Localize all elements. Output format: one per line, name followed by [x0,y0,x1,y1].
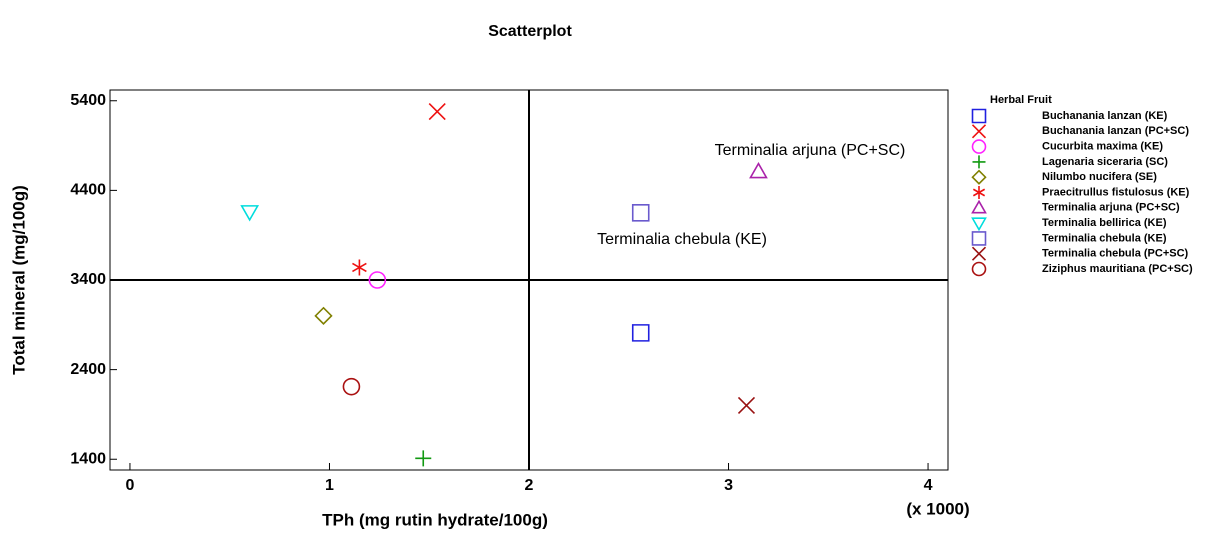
legend-title: Herbal Fruit [990,94,1052,106]
x-tick-label: 2 [525,477,534,494]
point [342,377,361,396]
x-tick-label: 0 [125,477,134,494]
legend-label: Praecitrullus fistulosus (KE) [1042,186,1190,198]
legend-label: Buchanania lanzan (PC+SC) [1042,125,1189,137]
legend-label: Terminalia chebula (KE) [1042,232,1167,244]
legend-label: Cucurbita maxima (KE) [1042,141,1163,153]
x-tick-label: 3 [724,477,733,494]
point [737,396,756,415]
legend-marker [971,261,987,277]
chart-title: Scatterplot [488,23,572,40]
legend-marker [972,155,986,169]
point [631,324,650,342]
legend-label: Terminalia chebula (PC+SC) [1042,248,1189,260]
legend-marker [971,199,987,214]
legend-label: Nilumbo nucifera (SE) [1042,171,1157,183]
y-tick-label: 2400 [70,361,106,378]
legend-label: Terminalia bellirica (KE) [1042,217,1167,229]
point [314,306,333,325]
point [240,205,260,222]
y-tick-label: 3400 [70,271,106,288]
point [415,450,432,467]
x-tick-label: 4 [924,477,933,494]
legend-marker [971,246,987,261]
x-multiplier-label: (x 1000) [906,499,969,518]
point [428,102,446,121]
legend-marker [971,231,987,246]
legend-marker [971,217,987,232]
legend-marker [971,108,987,124]
y-tick-label: 4400 [70,182,106,199]
x-tick-label: 1 [325,477,334,494]
legend-marker [971,139,987,154]
y-axis-label: Total mineral (mg/100g) [9,185,28,375]
legend-label: Lagenaria siceraria (SC) [1042,156,1168,168]
legend-marker [972,186,986,199]
legend-label: Ziziphus mauritiana (PC+SC) [1042,263,1193,275]
x-axis-label: TPh (mg rutin hydrate/100g) [322,510,548,529]
point [352,259,367,276]
point [631,203,650,222]
point [749,161,768,179]
annotation: Terminalia chebula (KE) [597,231,767,248]
point [368,271,387,289]
legend-marker [971,169,987,185]
y-tick-label: 1400 [70,450,106,467]
y-tick-label: 5400 [70,92,106,109]
legend-label: Buchanania lanzan (KE) [1042,110,1168,122]
annotation: Terminalia arjuna (PC+SC) [715,142,906,159]
legend-label: Terminalia arjuna (PC+SC) [1042,202,1180,214]
legend-marker [971,124,987,139]
